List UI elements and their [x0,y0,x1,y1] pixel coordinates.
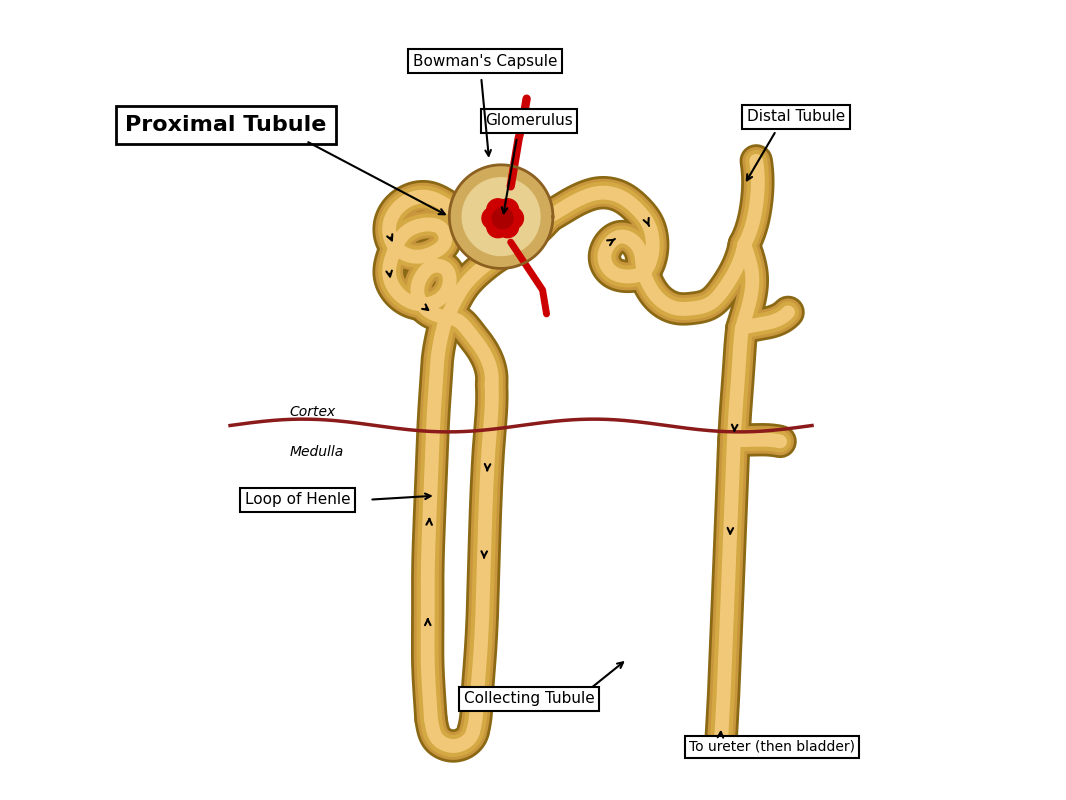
Text: Glomerulus: Glomerulus [485,114,572,129]
Text: Loop of Henle: Loop of Henle [245,492,351,507]
Polygon shape [449,165,553,269]
Polygon shape [449,165,553,269]
Text: Cortex: Cortex [290,405,336,419]
Circle shape [497,198,519,221]
Circle shape [482,207,504,230]
Circle shape [487,198,510,221]
Text: To ureter (then bladder): To ureter (then bladder) [689,740,855,754]
Circle shape [492,208,513,229]
Circle shape [487,215,510,238]
Circle shape [501,207,523,230]
Circle shape [497,215,519,238]
Text: Distal Tubule: Distal Tubule [747,110,845,125]
Text: Proximal Tubule: Proximal Tubule [126,115,327,135]
Text: Bowman's Capsule: Bowman's Capsule [413,54,558,69]
Polygon shape [463,178,540,255]
Text: Medulla: Medulla [290,445,344,459]
Text: Collecting Tubule: Collecting Tubule [464,691,595,706]
